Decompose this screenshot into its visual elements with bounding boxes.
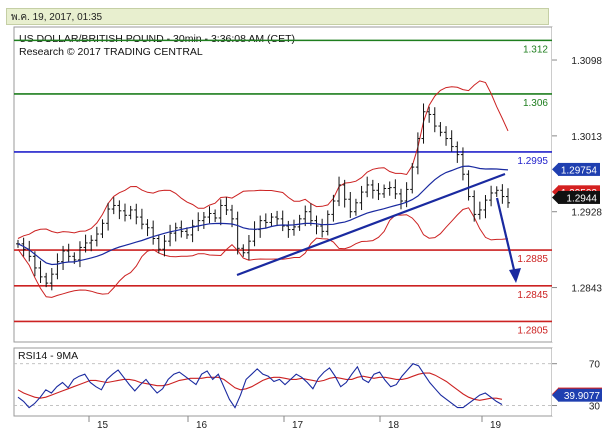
price-badge — [558, 162, 600, 176]
level-label: 1.306 — [523, 98, 548, 109]
rsi-axis-bg — [552, 348, 608, 416]
time-tick-label: 16 — [196, 420, 208, 431]
bollinger-lower — [17, 207, 509, 298]
price-badge-pointer — [552, 191, 558, 204]
price-panel — [13, 26, 553, 343]
rsi-ma-line — [17, 372, 503, 401]
bollinger-bands — [17, 80, 509, 298]
level-label: 1.312 — [523, 44, 548, 55]
time-tick-label: 15 — [97, 420, 109, 431]
level-label: 1.2805 — [517, 325, 548, 336]
rsi-tick-label: 30 — [589, 402, 601, 413]
forecast-arrowhead — [509, 268, 521, 283]
bollinger-upper — [17, 80, 509, 239]
price-tick-label: 1.2843 — [571, 284, 602, 295]
price-badge-pointer — [552, 163, 558, 176]
price-tick-label: 1.3098 — [571, 56, 602, 67]
price-bars — [16, 103, 510, 291]
time-tick-label: 18 — [388, 420, 400, 431]
support-trendline — [236, 172, 506, 277]
price-axis: 1.3098 1.3013 1.2928 1.2843 — [552, 56, 602, 295]
rsi-lines — [14, 363, 552, 409]
forecast-arrow-line — [495, 197, 517, 275]
rsi-badge-label: 39.9077 — [564, 391, 601, 402]
time-axis: 15 16 17 18 19 — [88, 416, 502, 431]
price-tick-label: 1.3013 — [571, 132, 602, 143]
rsi-title: RSI14 - 9MA — [18, 350, 78, 362]
level-lines: 1.312 1.306 1.2995 1.2885 1.2845 1.2805 — [14, 39, 552, 336]
time-tick-label: 17 — [292, 420, 304, 431]
price-tick-label: 1.2928 — [571, 208, 602, 219]
price-badge — [558, 190, 600, 204]
rsi-axis: 703040.943239.9077 — [552, 360, 602, 413]
level-label: 1.2845 — [517, 290, 548, 301]
rsi-badge — [558, 388, 602, 402]
price-badge-label: 1.29754 — [561, 165, 598, 176]
moving-average — [17, 165, 509, 266]
rsi-line — [17, 363, 503, 409]
moving-average-line — [17, 165, 509, 266]
price-badge-label: 1.2944 — [566, 193, 597, 204]
chart-subtitle: Research © 2017 TRADING CENTRAL — [19, 46, 203, 58]
rsi-tick-label: 70 — [589, 360, 601, 371]
level-label: 1.2885 — [517, 254, 548, 265]
price-axis-bg — [552, 27, 608, 342]
level-label: 1.2995 — [517, 156, 548, 167]
time-tick-label: 19 — [490, 420, 502, 431]
date-bar: พ.ค. 19, 2017, 01:35 — [6, 8, 549, 25]
date-text: พ.ค. 19, 2017, 01:35 — [11, 12, 103, 23]
chart-title: US DOLLAR/BRITISH POUND - 30min - 3:36:0… — [19, 33, 295, 45]
rsi-badge-pointer — [552, 389, 558, 402]
